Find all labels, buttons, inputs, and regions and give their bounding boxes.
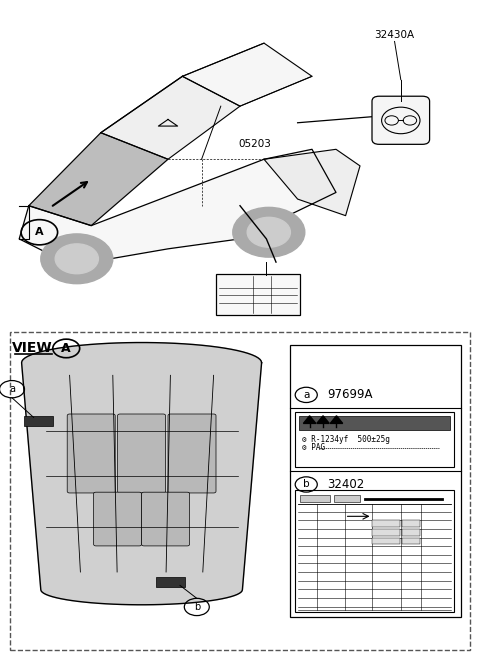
FancyBboxPatch shape xyxy=(94,492,142,546)
FancyBboxPatch shape xyxy=(299,416,450,430)
FancyBboxPatch shape xyxy=(290,345,461,617)
Text: 97699A: 97699A xyxy=(328,388,373,401)
FancyBboxPatch shape xyxy=(168,414,216,493)
Polygon shape xyxy=(19,149,336,265)
FancyBboxPatch shape xyxy=(372,96,430,145)
Circle shape xyxy=(247,217,290,247)
Polygon shape xyxy=(29,133,168,225)
Circle shape xyxy=(233,208,305,257)
FancyBboxPatch shape xyxy=(295,412,454,467)
Text: VIEW: VIEW xyxy=(12,341,53,355)
Text: 05203: 05203 xyxy=(238,139,271,149)
Text: ⚙ R-1234yf  500±25g: ⚙ R-1234yf 500±25g xyxy=(302,435,390,444)
Text: A: A xyxy=(35,227,44,237)
Text: ⚙ PAG: ⚙ PAG xyxy=(302,443,325,453)
FancyBboxPatch shape xyxy=(402,529,420,535)
Text: a: a xyxy=(303,390,310,400)
Polygon shape xyxy=(182,43,312,106)
Text: a: a xyxy=(9,384,15,394)
FancyBboxPatch shape xyxy=(118,414,166,493)
FancyBboxPatch shape xyxy=(372,529,400,535)
FancyBboxPatch shape xyxy=(67,414,115,493)
Polygon shape xyxy=(303,416,316,423)
FancyBboxPatch shape xyxy=(156,577,185,587)
FancyBboxPatch shape xyxy=(142,492,190,546)
Text: A: A xyxy=(61,342,71,355)
FancyBboxPatch shape xyxy=(295,490,454,612)
FancyBboxPatch shape xyxy=(402,537,420,544)
FancyBboxPatch shape xyxy=(334,495,360,503)
FancyBboxPatch shape xyxy=(24,416,53,426)
Circle shape xyxy=(41,234,113,284)
Polygon shape xyxy=(264,149,360,215)
Text: 32430A: 32430A xyxy=(374,30,415,40)
FancyBboxPatch shape xyxy=(372,520,400,527)
Text: b: b xyxy=(303,480,310,489)
FancyBboxPatch shape xyxy=(216,274,300,315)
Text: 32402: 32402 xyxy=(327,478,364,491)
Polygon shape xyxy=(317,416,329,423)
FancyBboxPatch shape xyxy=(372,537,400,544)
Polygon shape xyxy=(22,342,262,604)
Polygon shape xyxy=(101,76,240,159)
FancyBboxPatch shape xyxy=(402,520,420,527)
Text: b: b xyxy=(193,602,200,612)
Polygon shape xyxy=(330,416,343,423)
Circle shape xyxy=(55,244,98,274)
FancyBboxPatch shape xyxy=(300,495,330,503)
